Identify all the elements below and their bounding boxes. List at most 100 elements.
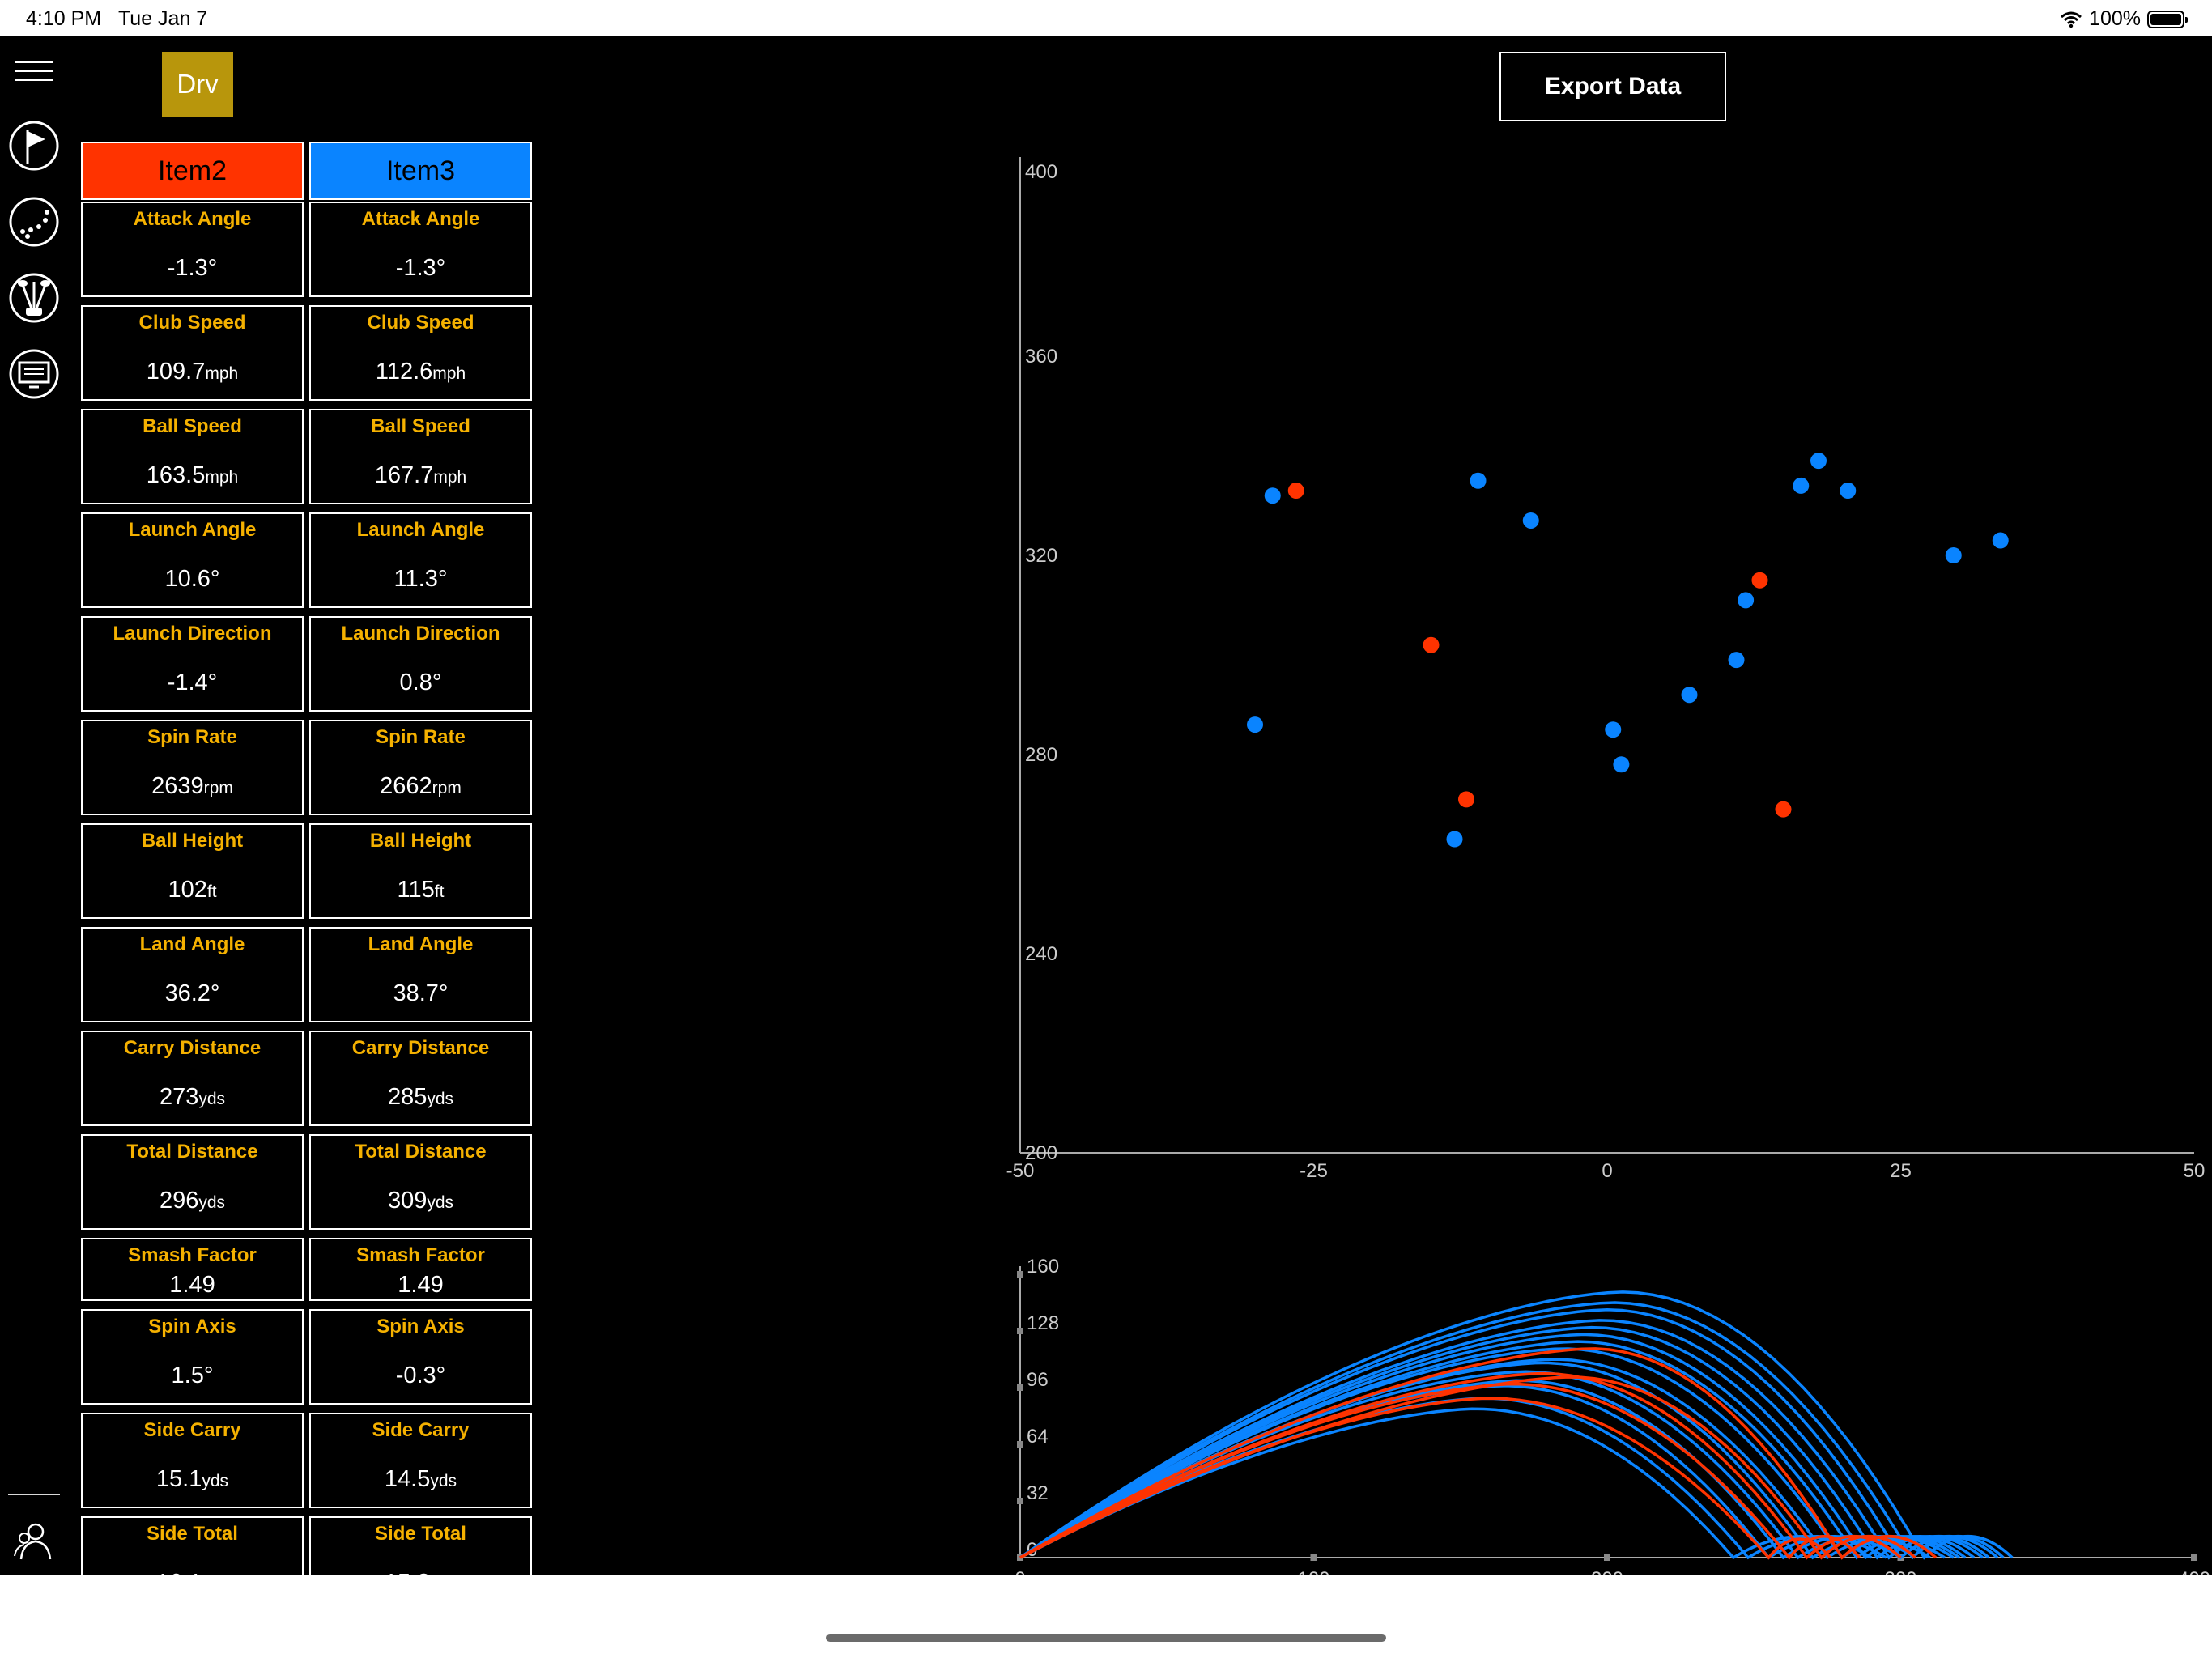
scatter-point[interactable]	[1810, 453, 1827, 470]
metric-label: Launch Angle	[356, 519, 485, 541]
x-tick-label: 0	[1602, 1160, 1612, 1182]
scatter-point[interactable]	[1605, 721, 1622, 738]
scatter-point[interactable]	[1945, 547, 1962, 563]
metric-number: -1.4°	[167, 670, 218, 695]
scatter-point[interactable]	[1613, 756, 1630, 773]
traj-y-tick-label: 96	[1027, 1369, 1049, 1391]
metric-label: Club Speed	[367, 312, 474, 334]
metric-cell: Ball Speed 167.7mph	[309, 409, 532, 504]
scatter-point[interactable]	[1423, 636, 1440, 653]
metric-label: Carry Distance	[123, 1037, 262, 1059]
scatter-point[interactable]	[1793, 477, 1810, 494]
metric-value: 10.6°	[83, 566, 302, 593]
metric-number: 167.7	[374, 462, 434, 488]
scatter-point[interactable]	[1728, 652, 1745, 669]
metric-label: Smash Factor	[128, 1244, 257, 1266]
scatter-point[interactable]	[1522, 512, 1539, 529]
metric-unit: yds	[202, 1472, 229, 1490]
status-time: 4:10 PM Tue Jan 7	[26, 7, 208, 30]
shots-icon[interactable]	[6, 194, 62, 249]
metric-unit: rpm	[203, 779, 233, 797]
metric-cell: Launch Angle 11.3°	[309, 512, 532, 608]
club-selector-button[interactable]: Drv	[162, 52, 233, 117]
metric-unit: rpm	[432, 779, 462, 797]
metric-value: 16.1yds	[83, 1570, 302, 1575]
metric-label: Side Carry	[143, 1419, 241, 1441]
metric-label: Launch Angle	[128, 519, 257, 541]
metric-value: 1.49	[311, 1272, 530, 1299]
scatter-point[interactable]	[1247, 716, 1263, 733]
clubs-icon[interactable]	[6, 270, 62, 325]
metric-number: 11.3°	[393, 566, 448, 592]
scatter-point[interactable]	[1775, 801, 1792, 818]
column-header-item3[interactable]: Item3	[309, 142, 532, 200]
trajectory-line	[1019, 1358, 1955, 1560]
status-right: 100%	[2060, 7, 2188, 31]
metric-number: -1.3°	[395, 255, 446, 281]
flag-icon[interactable]	[6, 118, 62, 173]
users-icon[interactable]	[6, 1514, 62, 1569]
metric-value: 115ft	[311, 877, 530, 903]
home-indicator	[826, 1634, 1386, 1642]
battery-percent: 100%	[2089, 7, 2141, 30]
y-tick-label: 400	[1025, 161, 1057, 183]
metric-label: Land Angle	[368, 933, 474, 955]
metric-unit: yds	[427, 1193, 454, 1212]
metric-cell: Total Distance 309yds	[309, 1134, 532, 1230]
metric-cell: Attack Angle -1.3°	[81, 202, 304, 297]
trajectory-line	[1019, 1371, 1902, 1560]
metric-number: 38.7°	[393, 980, 449, 1006]
metric-number: 16.1	[156, 1570, 202, 1575]
wifi-icon	[2061, 11, 2082, 28]
trajectory-line	[1019, 1301, 2005, 1560]
metric-number: 10.6°	[164, 566, 220, 592]
metric-number: 285	[387, 1084, 428, 1110]
metric-value: -1.3°	[83, 255, 302, 282]
metric-value: 285yds	[311, 1084, 530, 1111]
scatter-point[interactable]	[1681, 687, 1698, 704]
column-rows-item2: Attack Angle -1.3° Club Speed 109.7mph Ball …	[81, 202, 304, 1575]
metric-cell: Ball Height 102ft	[81, 823, 304, 919]
metric-number: 0.8°	[399, 670, 442, 695]
metric-value: 15.1yds	[83, 1466, 302, 1493]
column-header-item2[interactable]: Item2	[81, 142, 304, 200]
menu-icon[interactable]	[6, 44, 62, 99]
metric-cell: Smash Factor 1.49	[309, 1238, 532, 1301]
status-bar: 4:10 PM Tue Jan 7 100%	[0, 0, 2212, 36]
metric-cell: Attack Angle -1.3°	[309, 202, 532, 297]
scatter-point[interactable]	[1470, 472, 1487, 489]
scatter-point[interactable]	[1446, 831, 1463, 848]
scatter-point[interactable]	[1264, 487, 1281, 504]
metric-value: 109.7mph	[83, 359, 302, 385]
metric-label: Side Total	[147, 1523, 238, 1545]
metric-cell: Carry Distance 273yds	[81, 1031, 304, 1126]
y-tick-label: 360	[1025, 346, 1057, 368]
dispersion-scatter-chart: 200 240 280 320 360 400 -50 -25 0 25 50	[1006, 157, 2205, 1182]
scatter-point[interactable]	[1840, 483, 1857, 500]
scatter-point[interactable]	[1458, 791, 1474, 808]
scatter-point[interactable]	[1751, 572, 1768, 589]
scatter-point[interactable]	[1287, 483, 1304, 500]
metric-cell: Side Total 15.8yds	[309, 1516, 532, 1575]
metric-label: Attack Angle	[133, 208, 252, 230]
metric-label: Launch Direction	[341, 623, 500, 644]
metric-cell: Spin Axis 1.5°	[81, 1309, 304, 1405]
export-data-button[interactable]: Export Data	[1499, 52, 1726, 121]
metric-number: 15.1	[155, 1466, 202, 1492]
metric-value: 2639rpm	[83, 773, 302, 800]
metric-number: 273	[159, 1084, 199, 1110]
y-tick-label: 200	[1025, 1142, 1057, 1164]
metric-number: 115	[397, 877, 435, 903]
y-tick-label: 240	[1025, 943, 1057, 965]
metric-label: Ball Height	[369, 830, 472, 852]
metric-number: 1.49	[169, 1272, 215, 1298]
metric-cell: Smash Factor 1.49	[81, 1238, 304, 1301]
monitor-icon[interactable]	[6, 346, 62, 402]
scatter-point[interactable]	[1738, 592, 1755, 609]
metric-value: -1.4°	[83, 670, 302, 696]
scatter-point[interactable]	[1992, 532, 2009, 549]
metric-cell: Launch Direction 0.8°	[309, 616, 532, 712]
metric-number: 14.5	[384, 1466, 431, 1492]
metric-value: 163.5mph	[83, 462, 302, 489]
